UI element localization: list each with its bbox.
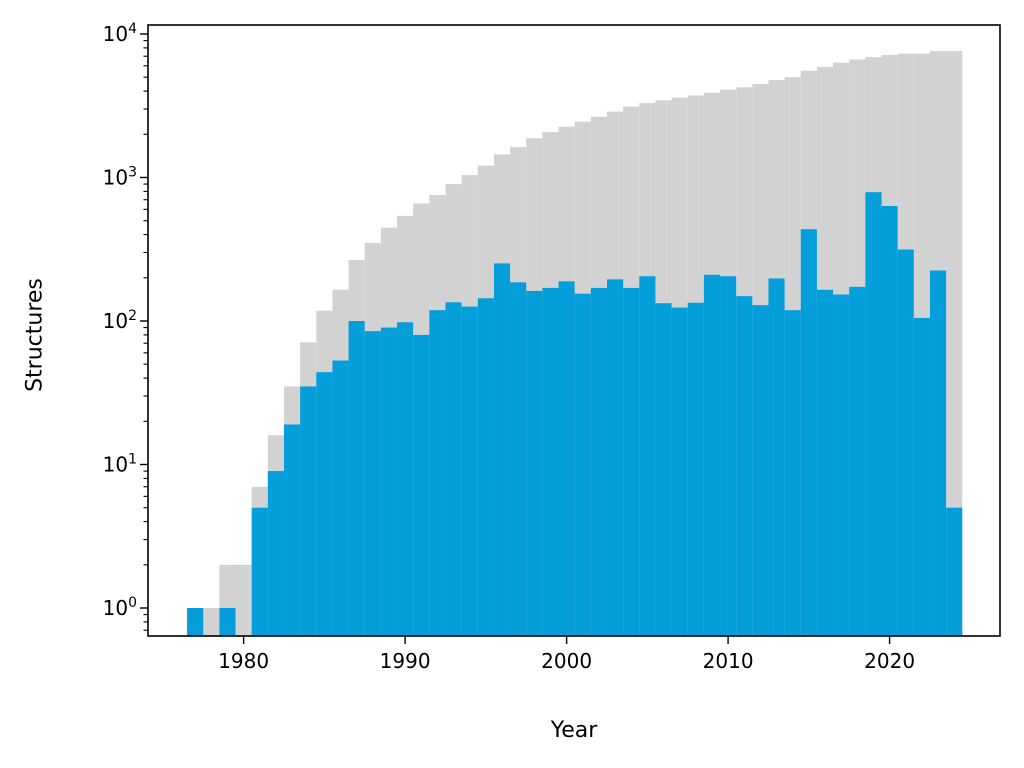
bar-structures-per-year-1994 (461, 306, 478, 636)
x-tick-label-2020: 2020 (864, 649, 915, 673)
bar-structures-per-year-1986 (332, 360, 349, 636)
bar-structures-per-year-2000 (558, 281, 575, 636)
bar-structures-per-year-1989 (380, 327, 398, 636)
bar-structures-per-year-2005 (639, 276, 656, 636)
bar-structures-per-year-2016 (816, 289, 834, 636)
bar-structures-per-year-2008 (687, 302, 704, 636)
bar-structures-per-year-2022 (913, 317, 930, 636)
bar-structures-per-year-2012 (752, 305, 769, 636)
bar-structures-per-year-2007 (671, 307, 688, 636)
x-tick-label-2000: 2000 (541, 649, 592, 673)
x-tick-label-1980: 1980 (218, 649, 269, 673)
bar-structures-per-year-1988 (364, 331, 381, 636)
bar-structures-per-year-2014 (784, 310, 801, 636)
bar-structures-per-year-1995 (477, 298, 494, 636)
bar-structures-per-year-1982 (267, 471, 284, 636)
bar-structures-per-year-1983 (283, 424, 301, 636)
y-axis-label: Structures (22, 278, 48, 392)
bar-structures-per-year-2006 (655, 303, 672, 636)
bar-structures-per-year-2020 (881, 206, 898, 636)
x-tick-label-1990: 1990 (380, 649, 431, 673)
bar-structures-per-year-1981 (251, 507, 268, 636)
bar-structures-per-year-1979 (219, 608, 236, 636)
bar-total-structures-2024 (946, 51, 963, 637)
bar-structures-per-year-1984 (300, 386, 317, 636)
axis-frame (147, 24, 1001, 637)
bar-structures-per-year-2002 (590, 287, 607, 636)
bar-structures-per-year-1997 (510, 282, 527, 636)
bar-structures-per-year-2004 (623, 287, 640, 636)
bar-structures-per-year-1977 (187, 608, 204, 636)
y-tick-label-10^1: 101 (103, 452, 137, 477)
y-tick-label-10^4: 104 (103, 21, 137, 46)
y-tick-label-10^0: 100 (103, 595, 137, 620)
bar-structures-per-year-2010 (720, 276, 737, 636)
bar-structures-per-year-1992 (429, 310, 446, 636)
bar-structures-per-year-1991 (413, 334, 430, 636)
bar-structures-per-year-2019 (865, 192, 882, 636)
bar-structures-per-year-2021 (897, 249, 914, 637)
bar-structures-per-year-2023 (929, 270, 947, 636)
bar-structures-per-year-2003 (606, 279, 624, 636)
bar-structures-per-year-1993 (445, 302, 462, 636)
bar-structures-per-year-2001 (574, 293, 591, 636)
bar-structures-per-year-2013 (768, 278, 785, 636)
y-tick-label-10^3: 103 (103, 165, 137, 190)
bar-structures-per-year-2024 (946, 507, 963, 636)
bar-structures-per-year-1998 (526, 290, 543, 636)
x-tick-label-2010: 2010 (703, 649, 754, 673)
bar-structures-per-year-1999 (542, 287, 559, 636)
bar-structures-per-year-1987 (348, 321, 365, 636)
bar-total-structures-1978 (203, 608, 220, 636)
bar-structures-per-year-2011 (736, 296, 753, 636)
bar-structures-per-year-2009 (703, 274, 721, 636)
bar-structures-per-year-2018 (849, 286, 866, 636)
y-tick-label-10^2: 102 (103, 308, 137, 333)
bar-structures-per-year-2015 (800, 229, 817, 637)
bar-structures-per-year-1996 (493, 263, 511, 636)
bar-total-structures-1980 (235, 564, 252, 636)
x-axis-label: Year (550, 718, 598, 743)
bar-structures-per-year-2017 (833, 294, 850, 636)
bar-structures-per-year-1990 (397, 322, 414, 636)
bar-structures-per-year-1985 (316, 372, 333, 636)
